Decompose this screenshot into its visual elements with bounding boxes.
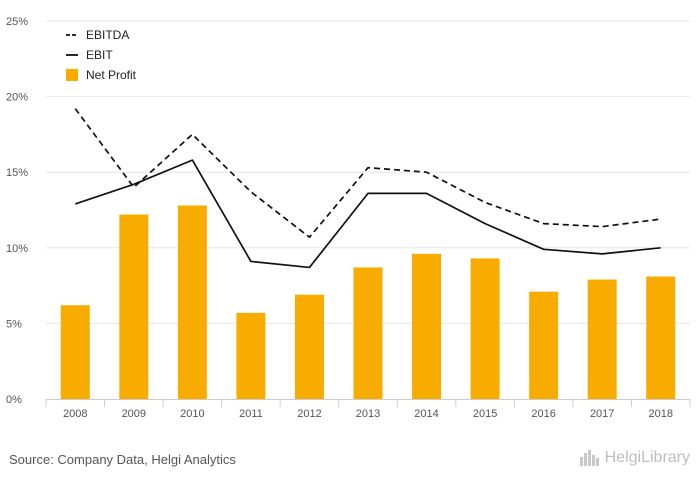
x-tick-label: 2014 (414, 408, 438, 420)
net-profit-bar (119, 214, 149, 399)
x-tick-label: 2012 (297, 408, 321, 420)
y-tick-label: 15% (6, 167, 28, 179)
source-note: Source: Company Data, Helgi Analytics (9, 452, 236, 467)
net-profit-bar (646, 276, 676, 399)
legend-label-ebitda: EBITDA (86, 28, 129, 42)
x-tick-label: 2016 (531, 408, 555, 420)
ebit-line (75, 159, 661, 269)
legend-swatch-net-profit (66, 69, 78, 81)
net-profit-bar (529, 291, 559, 399)
net-profit-bar (587, 279, 617, 399)
net-profit-bar (353, 267, 383, 399)
net-profit-bar (470, 258, 500, 399)
net-profit-bar (412, 253, 442, 399)
y-axis: 0% 5% 10% 15% 20% 25% (6, 16, 28, 406)
y-tick-label: 10% (6, 243, 28, 255)
net-profit-bar (60, 305, 90, 399)
x-tick-label: 2008 (63, 408, 87, 420)
x-tick-label: 2013 (356, 408, 380, 420)
x-tick-label: 2018 (648, 408, 672, 420)
net-profit-bar (177, 205, 207, 399)
brand: HelgiLibrary (579, 449, 690, 467)
ebitda-line (74, 108, 661, 239)
series-lines (74, 108, 661, 269)
chart-area: 0% 5% 10% 15% 20% 25% 2008 2009 2010 2011 2012 201… (6, 16, 691, 420)
brand-name: HelgiLibrary (604, 449, 690, 466)
net-profit-bar (236, 312, 266, 399)
footer: Source: Company Data, Helgi Analytics He… (0, 443, 700, 483)
city-skyline-icon (579, 450, 599, 466)
x-tick-label: 2015 (473, 408, 497, 420)
y-tick-label: 20% (6, 92, 28, 104)
y-tick-label: 5% (6, 318, 22, 330)
net-profit-bars (60, 205, 676, 399)
x-tick-label: 2010 (180, 408, 204, 420)
x-tick-label: 2017 (590, 408, 614, 420)
x-axis: 2008 2009 2010 2011 2012 2013 2014 2015 2016 2017… (45, 399, 691, 420)
x-tick-label: 2011 (239, 408, 263, 420)
grid-lines (46, 20, 690, 324)
y-tick-label: 0% (6, 394, 22, 406)
y-tick-label: 25% (6, 16, 28, 28)
legend-label-net-profit: Net Profit (86, 68, 137, 82)
net-profit-bar (294, 294, 324, 399)
legend: EBITDA EBIT Net Profit (66, 28, 137, 82)
x-tick-label: 2009 (122, 408, 146, 420)
legend-label-ebit: EBIT (86, 48, 113, 62)
